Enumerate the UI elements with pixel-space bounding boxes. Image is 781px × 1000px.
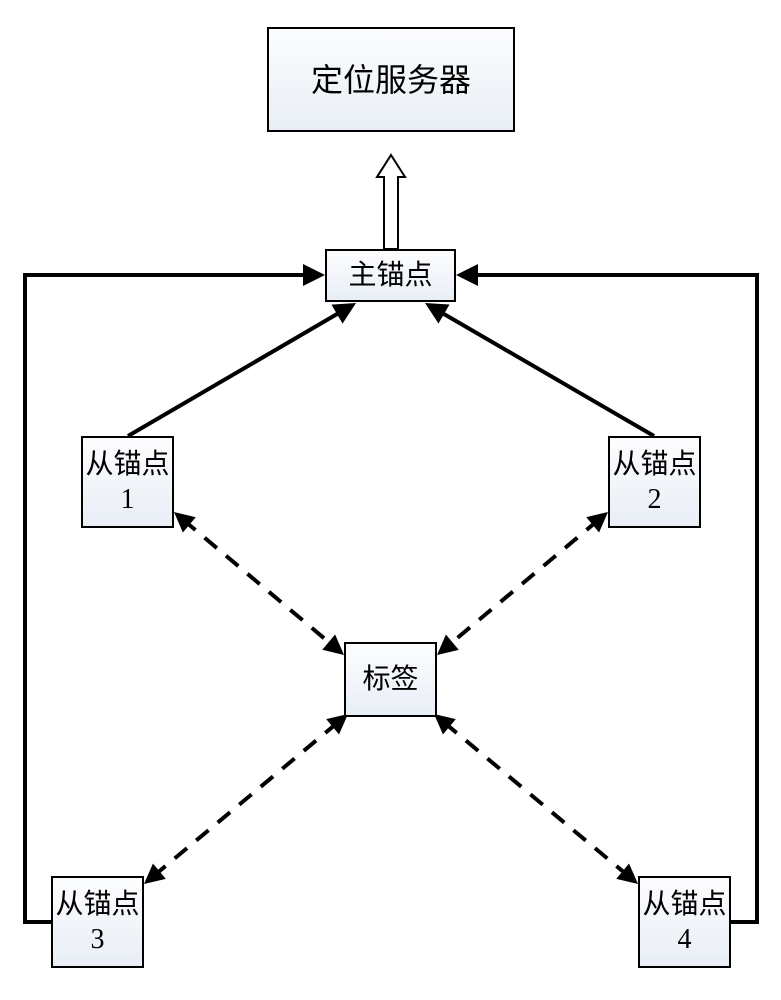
slave-anchor-4-node: 从锚点4	[638, 876, 731, 968]
tag-node: 标签	[344, 642, 437, 717]
master-label: 主锚点	[348, 258, 432, 293]
slave1-label: 从锚点1	[83, 447, 172, 517]
slave2-label: 从锚点2	[610, 447, 699, 517]
slave-anchor-1-node: 从锚点1	[81, 436, 174, 528]
server-label: 定位服务器	[311, 60, 471, 100]
master-anchor-node: 主锚点	[325, 249, 456, 302]
server-node: 定位服务器	[267, 27, 515, 132]
tag-label: 标签	[362, 662, 418, 697]
slave-anchor-3-node: 从锚点3	[51, 876, 144, 968]
slave3-label: 从锚点3	[53, 887, 142, 957]
slave-anchor-2-node: 从锚点2	[608, 436, 701, 528]
slave4-label: 从锚点4	[640, 887, 729, 957]
